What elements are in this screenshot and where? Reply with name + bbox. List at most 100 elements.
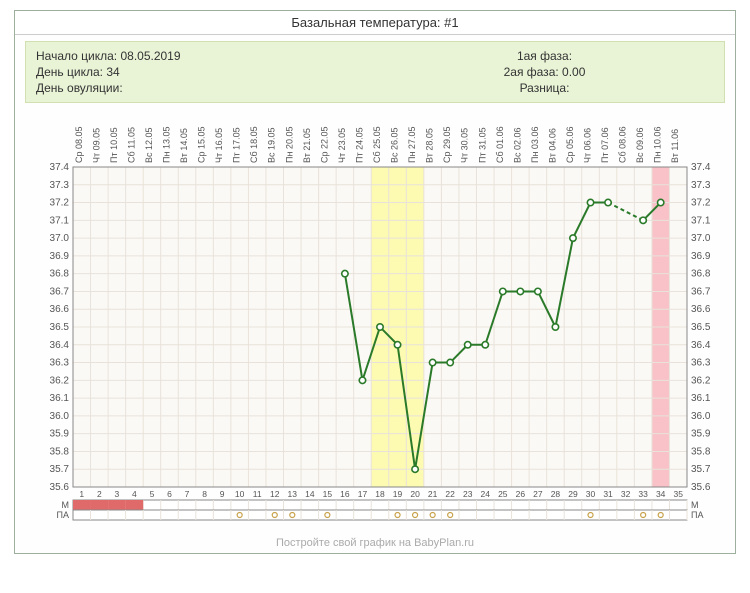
svg-text:36.5: 36.5 [691,322,711,333]
svg-text:Сб 18.05: Сб 18.05 [249,126,259,163]
footer-text: Постройте свой график на BabyPlan.ru [15,533,735,553]
svg-text:Ср 05.06: Ср 05.06 [565,126,575,163]
svg-text:32: 32 [621,489,631,499]
svg-text:35.9: 35.9 [691,429,711,440]
svg-text:36.3: 36.3 [691,358,711,369]
svg-text:16: 16 [340,489,350,499]
svg-text:31: 31 [603,489,613,499]
svg-text:11: 11 [253,489,262,499]
label-diff: Разница: [520,81,570,95]
svg-text:М: М [691,500,699,510]
svg-text:36.4: 36.4 [50,340,70,351]
svg-text:36.2: 36.2 [50,375,70,386]
val-cycle-day: 34 [106,65,119,79]
svg-text:37.0: 37.0 [691,233,711,244]
svg-text:Вс 26.05: Вс 26.05 [390,127,400,163]
chart-title: Базальная температура: #1 [15,11,735,35]
svg-text:Сб 11.05: Сб 11.05 [126,127,136,163]
svg-text:36.2: 36.2 [691,375,711,386]
svg-text:15: 15 [323,489,333,499]
svg-text:Чт 16.05: Чт 16.05 [214,128,224,163]
svg-text:ПА: ПА [57,510,69,520]
svg-text:37.3: 37.3 [50,180,70,191]
svg-text:35.9: 35.9 [50,429,70,440]
svg-text:3: 3 [114,489,119,499]
svg-text:25: 25 [498,489,508,499]
svg-text:36.0: 36.0 [691,411,711,422]
svg-text:Вс 02.06: Вс 02.06 [512,127,522,163]
svg-text:Вс 19.05: Вс 19.05 [267,127,277,163]
svg-text:35.6: 35.6 [691,482,711,493]
svg-text:36.9: 36.9 [50,251,70,262]
svg-text:Вс 12.05: Вс 12.05 [144,127,154,163]
svg-text:36.6: 36.6 [691,304,711,315]
svg-text:14: 14 [305,489,315,499]
svg-text:Пт 07.06: Пт 07.06 [600,127,610,163]
svg-text:36.7: 36.7 [691,286,711,297]
svg-text:37.1: 37.1 [50,215,70,226]
label-cycle-start: Начало цикла: [36,49,117,63]
svg-text:20: 20 [410,489,420,499]
svg-text:Вс 09.06: Вс 09.06 [635,127,645,163]
svg-text:27: 27 [533,489,543,499]
info-left: Начало цикла: 08.05.2019 День цикла: 34 … [36,48,375,96]
svg-text:10: 10 [235,489,245,499]
svg-text:Ср 29.05: Ср 29.05 [442,126,452,163]
svg-text:Вт 04.06: Вт 04.06 [547,128,557,163]
svg-text:5: 5 [150,489,155,499]
svg-text:Сб 01.06: Сб 01.06 [495,126,505,163]
svg-text:34: 34 [656,489,666,499]
svg-text:36.4: 36.4 [691,340,711,351]
svg-text:35: 35 [673,489,683,499]
svg-text:37.4: 37.4 [691,162,711,173]
label-cycle-day: День цикла: [36,65,103,79]
svg-text:28: 28 [551,489,561,499]
svg-text:Пн 20.05: Пн 20.05 [284,127,294,163]
info-right: 1ая фаза: 2ая фаза: 0.00 Разница: [375,48,714,96]
svg-text:Сб 25.05: Сб 25.05 [372,126,382,163]
svg-text:23: 23 [463,489,473,499]
svg-text:Пт 17.05: Пт 17.05 [232,127,242,163]
svg-text:Пн 03.06: Пн 03.06 [530,127,540,163]
val-phase2: 0.00 [562,65,585,79]
svg-text:19: 19 [393,489,403,499]
svg-text:17: 17 [358,489,368,499]
svg-text:36.0: 36.0 [50,411,70,422]
svg-text:36.8: 36.8 [691,269,711,280]
svg-text:36.9: 36.9 [691,251,711,262]
svg-text:36.6: 36.6 [50,304,70,315]
svg-text:Пн 13.05: Пн 13.05 [161,127,171,163]
svg-text:36.7: 36.7 [50,286,70,297]
svg-text:ПА: ПА [691,510,703,520]
svg-text:35.8: 35.8 [50,446,70,457]
svg-text:37.4: 37.4 [50,162,70,173]
svg-text:9: 9 [220,489,225,499]
svg-text:1: 1 [79,489,84,499]
svg-text:37.2: 37.2 [691,198,711,209]
svg-text:Чт 09.05: Чт 09.05 [91,128,101,163]
svg-text:18: 18 [375,489,385,499]
svg-text:Пт 10.05: Пт 10.05 [109,127,119,163]
svg-text:36.5: 36.5 [50,322,70,333]
svg-text:36.1: 36.1 [50,393,70,404]
svg-text:Чт 30.05: Чт 30.05 [460,128,470,163]
svg-text:7: 7 [185,489,190,499]
svg-text:Ср 15.05: Ср 15.05 [197,126,207,163]
svg-text:8: 8 [202,489,207,499]
svg-text:Пт 31.05: Пт 31.05 [477,127,487,163]
svg-text:35.8: 35.8 [691,446,711,457]
svg-text:35.6: 35.6 [50,482,70,493]
svg-text:12: 12 [270,489,280,499]
val-cycle-start: 08.05.2019 [120,49,180,63]
svg-text:Чт 06.06: Чт 06.06 [583,128,593,163]
svg-text:37.1: 37.1 [691,215,711,226]
svg-text:Чт 23.05: Чт 23.05 [337,128,347,163]
info-box: Начало цикла: 08.05.2019 День цикла: 34 … [25,41,725,103]
svg-text:35.7: 35.7 [50,464,70,475]
svg-text:30: 30 [586,489,596,499]
svg-text:13: 13 [288,489,298,499]
svg-text:37.3: 37.3 [691,180,711,191]
svg-text:37.0: 37.0 [50,233,70,244]
chart-container: Базальная температура: #1 Начало цикла: … [14,10,736,554]
label-ovulation: День овуляции: [36,81,123,95]
